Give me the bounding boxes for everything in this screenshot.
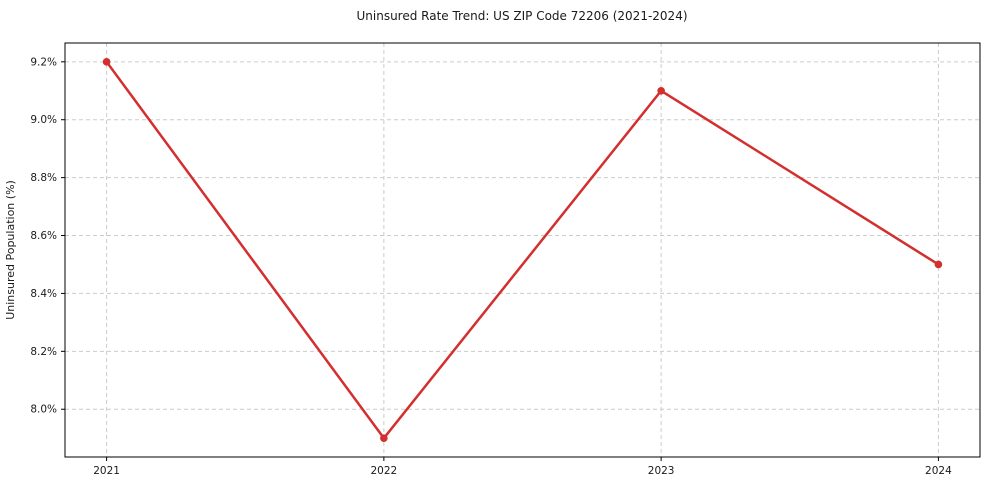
- y-tick-label: 9.0%: [30, 114, 57, 126]
- y-axis-label: Uninsured Population (%): [4, 180, 17, 320]
- y-tick-label: 9.2%: [30, 56, 57, 68]
- data-point-marker: [380, 434, 388, 442]
- axis-layer: 8.0% 8.2% 8.4% 8.6% 8.8% 9.0% 9.2% 2021 2022 2023…: [30, 42, 981, 477]
- chart-title: Uninsured Rate Trend: US ZIP Code 72206 …: [356, 9, 687, 23]
- data-point-marker: [934, 260, 943, 269]
- y-tick-label: 8.8%: [30, 172, 57, 184]
- plot-frame: [64, 42, 981, 458]
- data-point-marker: [102, 58, 111, 66]
- x-tick-label: 2022: [370, 465, 397, 477]
- x-tick-label: 2021: [93, 465, 120, 477]
- trend-line-series: [102, 58, 943, 442]
- y-tick-label: 8.4%: [30, 288, 57, 300]
- x-tick-label: 2024: [925, 465, 952, 477]
- grid-layer: [65, 43, 980, 457]
- y-tick-label: 8.2%: [30, 346, 57, 358]
- y-tick-label: 8.6%: [30, 230, 57, 242]
- data-point-marker: [657, 86, 665, 95]
- x-tick-label: 2023: [648, 465, 675, 477]
- trend-line: [105, 60, 940, 440]
- y-tick-label: 8.0%: [30, 404, 57, 416]
